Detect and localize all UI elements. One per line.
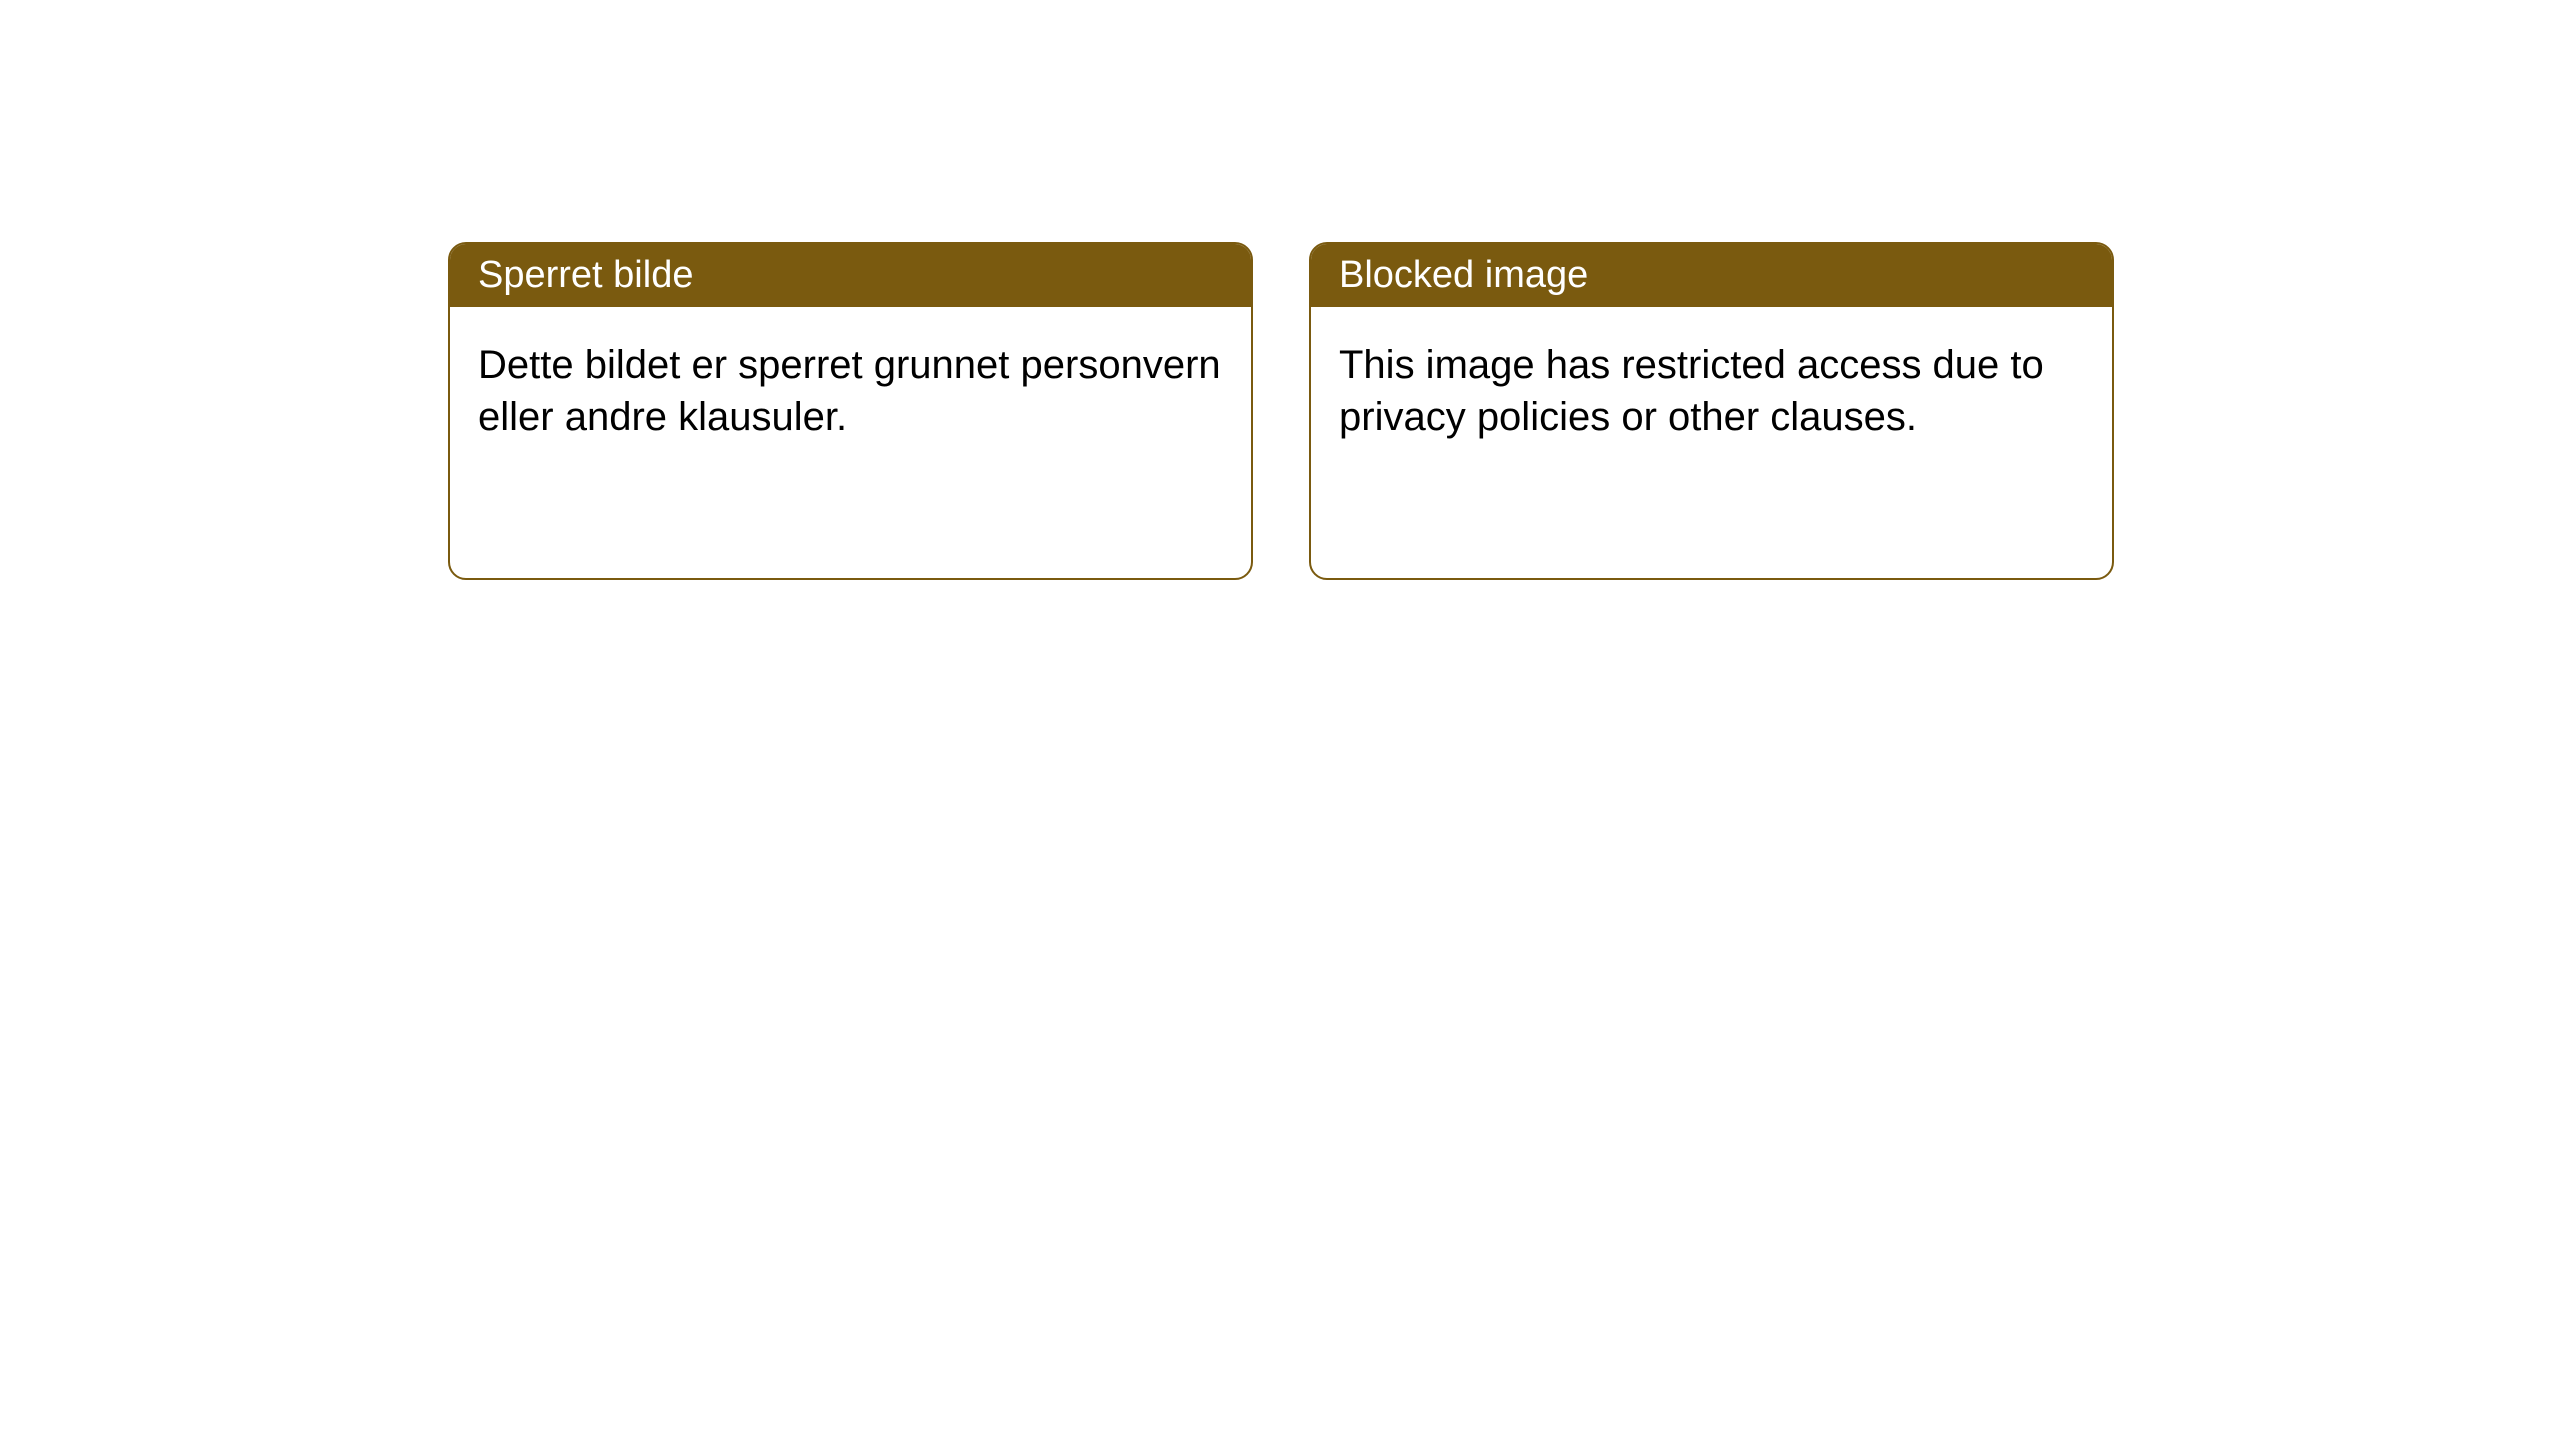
notice-header-english: Blocked image [1311, 244, 2112, 307]
notice-header-norwegian: Sperret bilde [450, 244, 1251, 307]
notice-text: This image has restricted access due to … [1339, 343, 2044, 439]
notice-title: Blocked image [1339, 254, 1588, 296]
notice-card-norwegian: Sperret bilde Dette bildet er sperret gr… [448, 242, 1253, 580]
notice-body-norwegian: Dette bildet er sperret grunnet personve… [450, 307, 1251, 475]
notice-title: Sperret bilde [478, 254, 693, 296]
notice-card-english: Blocked image This image has restricted … [1309, 242, 2114, 580]
notice-text: Dette bildet er sperret grunnet personve… [478, 343, 1221, 439]
notices-container: Sperret bilde Dette bildet er sperret gr… [0, 0, 2560, 580]
notice-body-english: This image has restricted access due to … [1311, 307, 2112, 475]
